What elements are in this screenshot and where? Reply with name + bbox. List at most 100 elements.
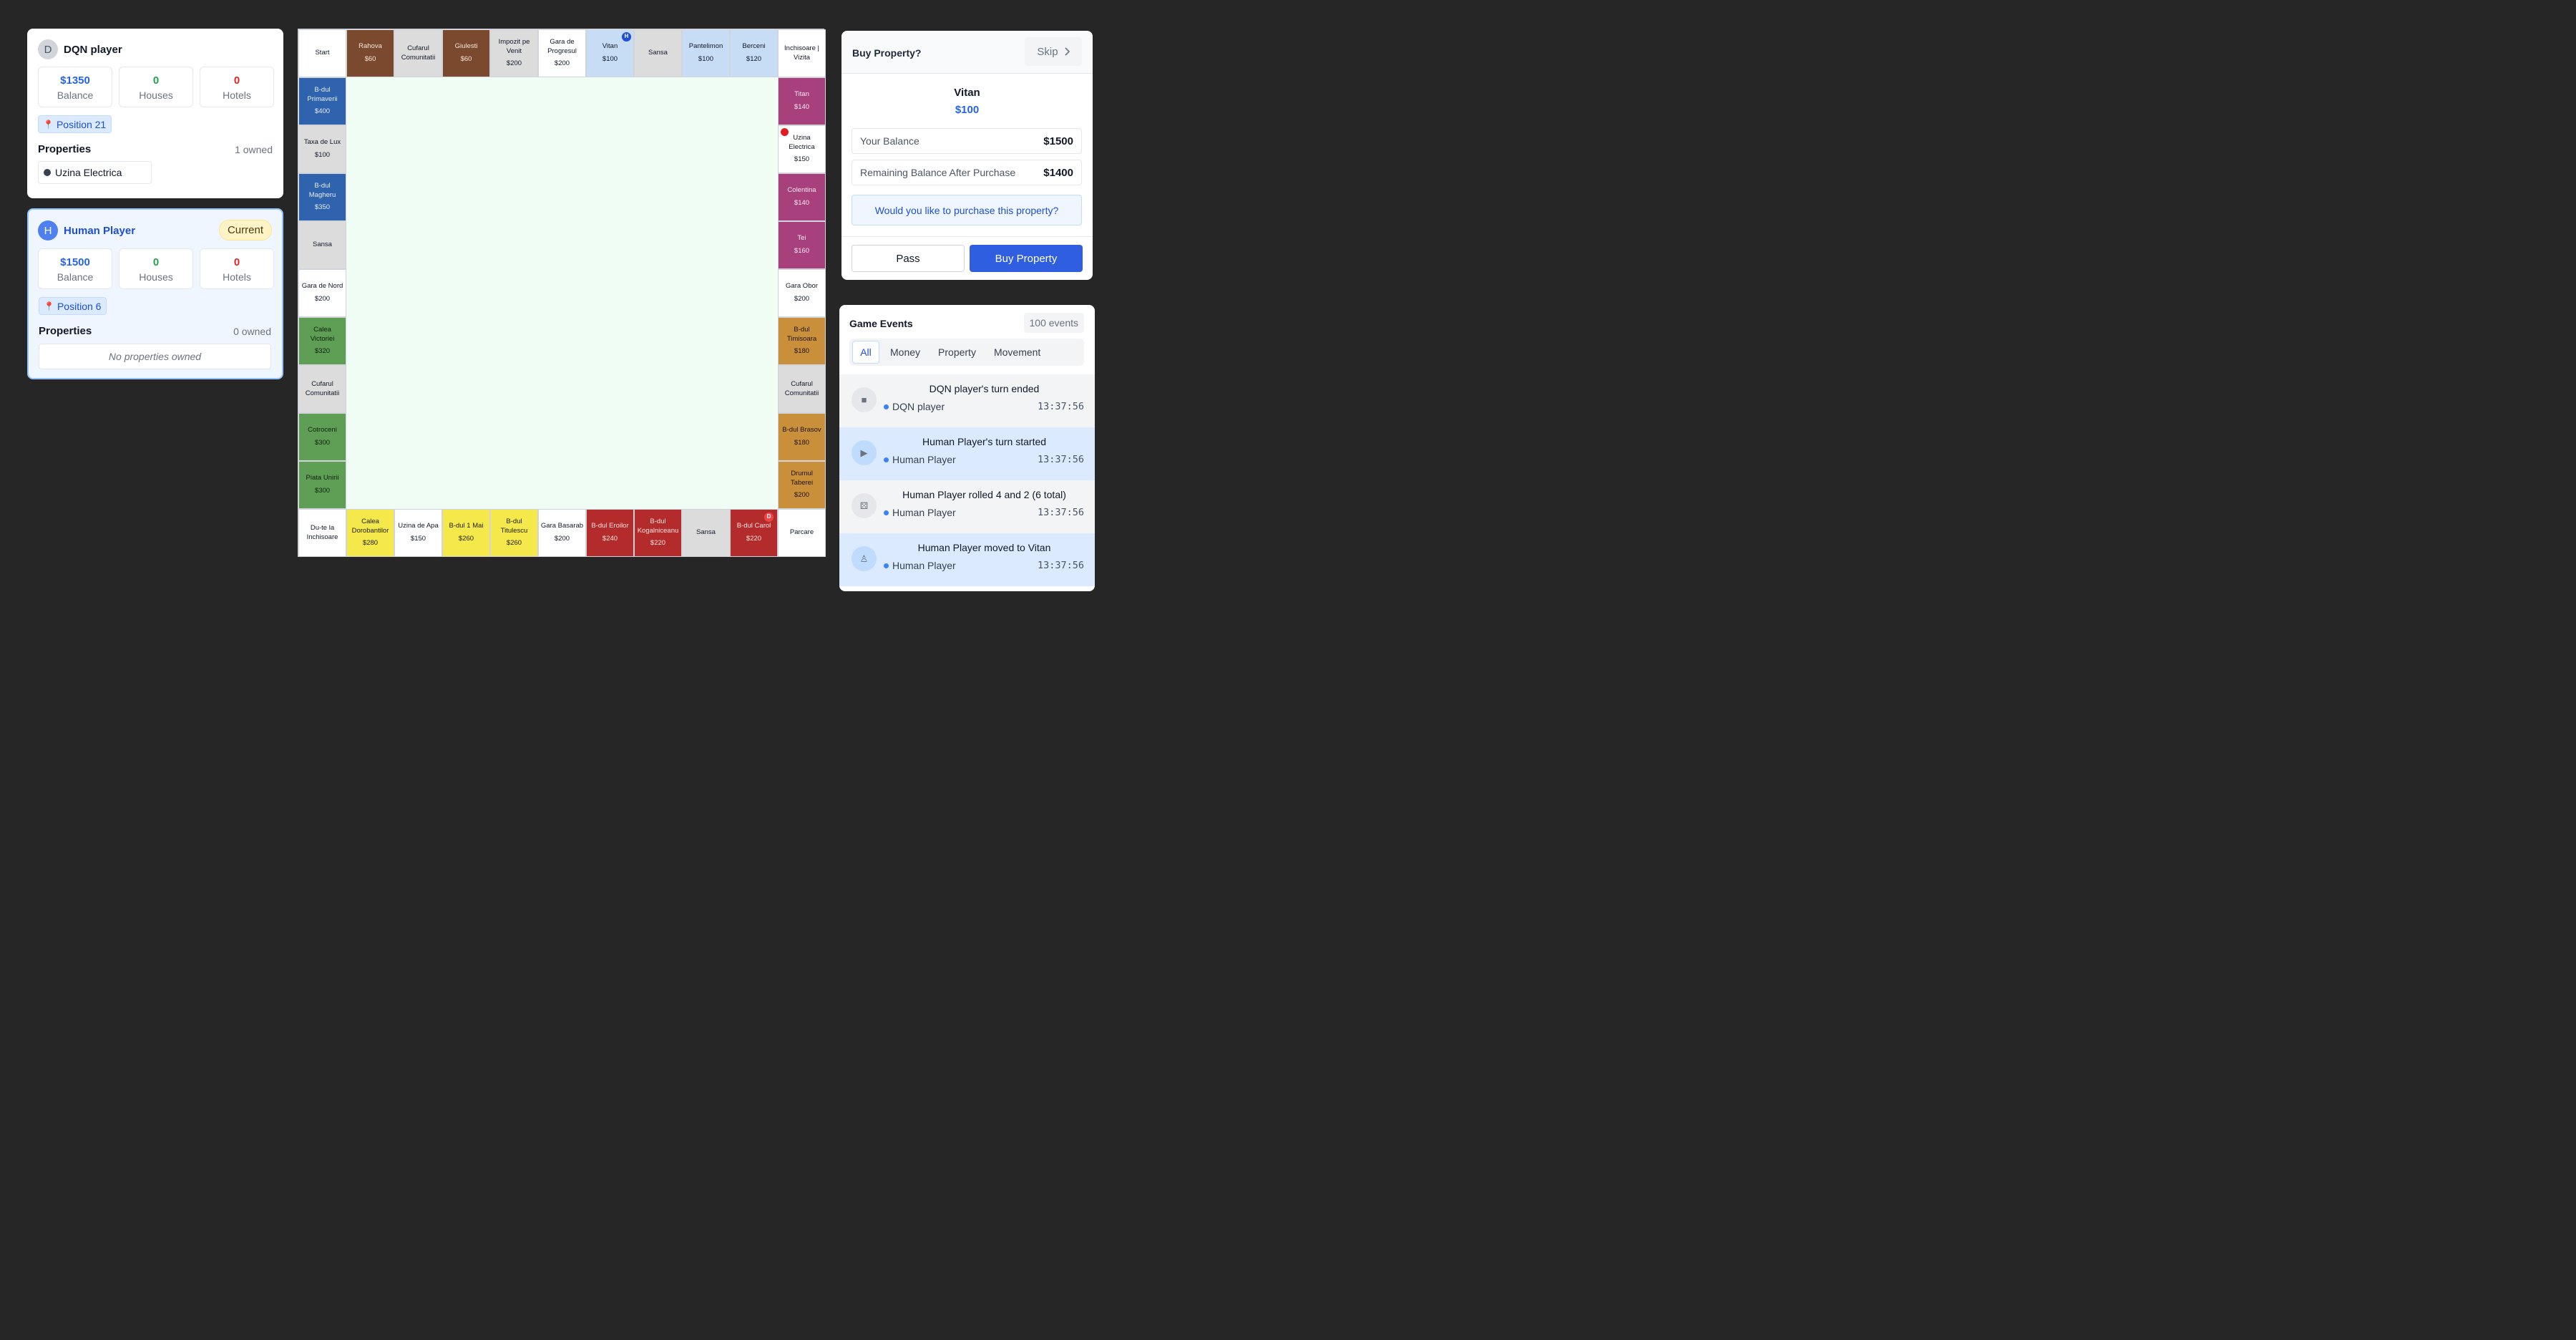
board-space-inchisoare-vizita[interactable]: Inchisoare | Vizita [778, 29, 826, 77]
space-name: Cufarul Comunitatii [305, 379, 340, 397]
space-name: B-dul Titulescu [500, 517, 528, 535]
event-player: DQN player [884, 401, 945, 412]
board-space-impozit-pe-venit[interactable]: Impozit pe Venit $200 [490, 29, 538, 77]
player-dot [884, 457, 889, 462]
board-space-sansa[interactable]: Sansa [298, 221, 346, 269]
owner-marker [781, 128, 789, 136]
events-list: ■ DQN player's turn ended DQN player 13:37:… [839, 374, 1095, 586]
property-item[interactable]: Uzina Electrica [38, 161, 152, 184]
board-space-taxa-de-lux[interactable]: Taxa de Lux $100 [298, 125, 346, 173]
player-token: H [622, 32, 631, 42]
remaining-balance-row: Remaining Balance After Purchase $1400 [852, 160, 1082, 185]
space-name: Inchisoare | Vizita [784, 44, 819, 62]
space-name: B-dul Eroilor [591, 522, 629, 530]
board-space-uzina-de-apa[interactable]: Uzina de Apa $150 [394, 509, 442, 557]
board-space-piata-unirii[interactable]: Piata Unirii $300 [298, 461, 346, 509]
player-name: Human Player [64, 224, 136, 237]
events-count-badge: 100 events [1023, 313, 1084, 333]
board-space-gara-de-progresul[interactable]: Gara de Progresul $200 [538, 29, 586, 77]
board-space-gara-obor[interactable]: Gara Obor $200 [778, 269, 826, 317]
balance-label: Balance [57, 271, 94, 283]
game-events-panel: Game Events 100 events All Money Propert… [839, 305, 1095, 591]
space-price: $300 [314, 487, 331, 495]
board-space-giulesti[interactable]: Giulesti $60 [442, 29, 490, 77]
space-name: Giulesti [454, 42, 478, 51]
board-space-b-dul-brasov[interactable]: B-dul Brasov $180 [778, 413, 826, 461]
event-message: Human Player moved to Vitan [917, 542, 1051, 553]
walking-icon: ♙ [852, 546, 877, 571]
space-name: Cufarul Comunitatii [401, 44, 436, 62]
board-space-start[interactable]: Start [298, 29, 346, 77]
board-space-pantelimon[interactable]: Pantelimon $100 [682, 29, 730, 77]
board-space-b-dul-primaverii[interactable]: B-dul Primaverii $400 [298, 77, 346, 125]
space-price: $140 [794, 199, 810, 207]
board-space-b-dul-1-mai[interactable]: B-dul 1 Mai $260 [442, 509, 490, 557]
property-name: Vitan [954, 87, 980, 99]
board-space-b-dul-kogalniceanu[interactable]: B-dul Kogalniceanu $220 [634, 509, 682, 557]
space-price: $160 [794, 247, 810, 255]
event-message: Human Player rolled 4 and 2 (6 total) [902, 489, 1066, 500]
buy-panel-header: Buy Property? Skip [841, 31, 1093, 74]
board-space-b-dul-magheru[interactable]: B-dul Magheru $350 [298, 173, 346, 221]
skip-button[interactable]: Skip [1025, 37, 1082, 66]
pass-button[interactable]: Pass [852, 245, 965, 272]
board-space-gara-de-nord[interactable]: Gara de Nord $200 [298, 269, 346, 317]
filter-all[interactable]: All [852, 341, 879, 364]
board-space-b-dul-timisoara[interactable]: B-dul Timisoara $180 [778, 317, 826, 365]
space-price: $180 [794, 347, 810, 356]
filter-movement[interactable]: Movement [993, 346, 1041, 358]
event-time: 13:37:56 [1037, 401, 1084, 412]
board-space-colentina[interactable]: Colentina $140 [778, 173, 826, 221]
board-space-b-dul-titulescu[interactable]: B-dul Titulescu $260 [490, 509, 538, 557]
board-space-titan[interactable]: Titan $140 [778, 77, 826, 125]
space-price: $60 [460, 55, 472, 63]
space-price: $260 [458, 535, 474, 543]
board-space-calea-victoriei[interactable]: Calea Victoriei $320 [298, 317, 346, 365]
stat-balance: $1500 Balance [38, 248, 112, 289]
board-space-cufarul-comunitatii[interactable]: Cufarul Comunitatii [394, 29, 442, 77]
board-space-cufarul-comunitatii[interactable]: Cufarul Comunitatii [778, 365, 826, 413]
board-space-uzina-electrica[interactable]: Uzina Electrica $150 [778, 125, 826, 173]
space-name: B-dul Magheru [308, 181, 336, 199]
event-time: 13:37:56 [1037, 454, 1084, 465]
properties-title: Properties [38, 143, 92, 155]
buy-panel-title: Buy Property? [852, 47, 922, 59]
board-space-cotroceni[interactable]: Cotroceni $300 [298, 413, 346, 461]
stat-hotels: 0 Hotels [200, 67, 274, 107]
your-balance-value: $1500 [1043, 135, 1073, 147]
board-space-du-te-la-inchisoare[interactable]: Du-te la Inchisoare [298, 509, 346, 557]
filter-property[interactable]: Property [938, 346, 976, 358]
board-space-b-dul-eroilor[interactable]: B-dul Eroilor $240 [586, 509, 634, 557]
position-badge: 📍 Position 6 [39, 297, 107, 315]
board-space-vitan[interactable]: Vitan $100 H [586, 29, 634, 77]
hotels-value: 0 [233, 256, 240, 268]
board-space-drumul-taberei[interactable]: Drumul Taberei $200 [778, 461, 826, 509]
player-dot [884, 510, 889, 515]
board-space-berceni[interactable]: Berceni $120 [730, 29, 778, 77]
purchase-question: Would you like to purchase this property… [852, 195, 1082, 225]
board-space-cufarul-comunitatii[interactable]: Cufarul Comunitatii [298, 365, 346, 413]
space-name: Calea Victoriei [310, 325, 335, 343]
event-item: ■ DQN player's turn ended DQN player 13:37:… [839, 374, 1095, 427]
houses-label: Houses [139, 271, 173, 283]
buy-property-button[interactable]: Buy Property [970, 245, 1083, 272]
board-space-sansa[interactable]: Sansa [682, 509, 730, 557]
space-price: $220 [650, 539, 666, 548]
events-title: Game Events [849, 318, 913, 329]
space-name: Gara de Nord [301, 282, 343, 291]
space-name: Rahova [358, 42, 382, 51]
board-space-gara-basarab[interactable]: Gara Basarab $200 [538, 509, 586, 557]
space-price: $140 [794, 103, 810, 111]
space-price: $150 [794, 155, 810, 164]
space-price: $400 [314, 107, 331, 116]
filter-money[interactable]: Money [890, 346, 921, 358]
board-space-parcare[interactable]: Parcare [778, 509, 826, 557]
board-space-b-dul-carol[interactable]: B-dul Carol $220 D [730, 509, 778, 557]
board-space-tei[interactable]: Tei $160 [778, 221, 826, 269]
space-name: Taxa de Lux [303, 138, 341, 147]
board-space-sansa[interactable]: Sansa [634, 29, 682, 77]
board-space-calea-dorobantilor[interactable]: Calea Dorobantilor $280 [346, 509, 394, 557]
space-price: $150 [410, 535, 426, 543]
board-space-rahova[interactable]: Rahova $60 [346, 29, 394, 77]
dice-icon: ⚄ [852, 493, 877, 518]
